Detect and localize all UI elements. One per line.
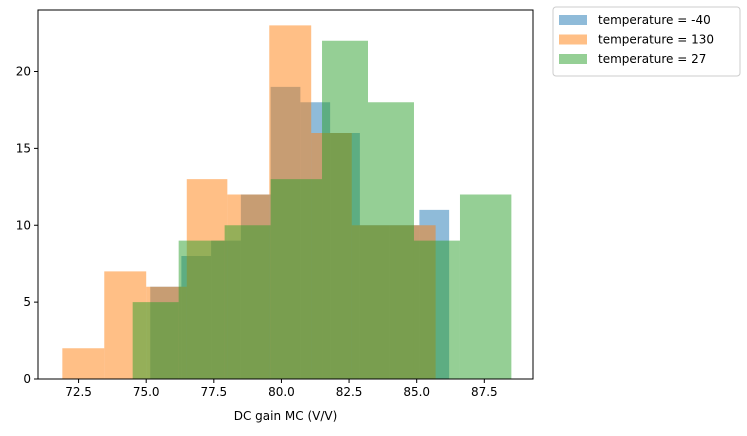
- x-axis-label: DC gain MC (V/V): [234, 409, 338, 423]
- x-tick-label: 77.5: [200, 385, 227, 399]
- histogram-bar: [178, 240, 225, 380]
- legend-swatch: [559, 15, 587, 25]
- legend-label: temperature = -40: [598, 13, 711, 27]
- y-tick-label: 20: [16, 65, 31, 79]
- x-tick-label: 85.0: [403, 385, 430, 399]
- x-tick-label: 80.0: [268, 385, 295, 399]
- histogram-bar: [459, 194, 512, 379]
- y-tick-label: 15: [16, 141, 31, 155]
- histogram-bar: [62, 348, 105, 379]
- x-tick-label: 75.0: [133, 385, 160, 399]
- histogram-bar: [132, 302, 179, 380]
- histogram-bar: [224, 225, 271, 379]
- x-tick-label: 72.5: [65, 385, 92, 399]
- histogram-bars: [62, 25, 512, 380]
- y-tick-label: 5: [23, 295, 31, 309]
- x-tick-label: 82.5: [336, 385, 363, 399]
- legend-swatch: [559, 54, 587, 64]
- legend: temperature = -40 temperature = 130 temper…: [552, 6, 741, 77]
- histogram-bar: [270, 179, 323, 380]
- x-axis-ticks: 72.5 75.0 77.5 80.0 82.5 85.0 87.5: [65, 379, 498, 399]
- histogram-bar: [368, 102, 414, 379]
- histogram-bar: [413, 240, 460, 380]
- histogram-bar: [322, 40, 368, 379]
- y-tick-label: 0: [23, 372, 31, 386]
- legend-label: temperature = 27: [598, 52, 706, 66]
- legend-frame: [552, 6, 741, 77]
- y-tick-label: 10: [16, 218, 31, 232]
- plot-frame: [37, 9, 534, 380]
- legend-label: temperature = 130: [598, 33, 714, 47]
- y-axis-ticks: 0 5 10 15 20: [16, 65, 38, 386]
- series-2-bars: [132, 40, 512, 380]
- legend-swatch: [559, 34, 587, 45]
- x-tick-label: 87.5: [471, 385, 498, 399]
